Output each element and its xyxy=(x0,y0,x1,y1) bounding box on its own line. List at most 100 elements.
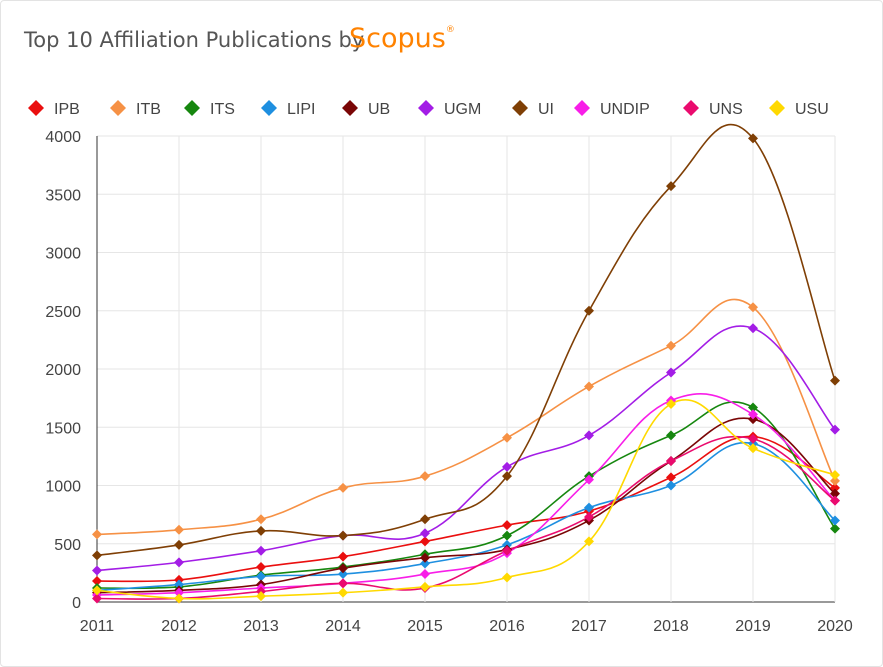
data-point-uns[interactable] xyxy=(830,495,840,506)
data-point-usu[interactable] xyxy=(256,591,266,602)
legend-item-ugm[interactable]: UGM xyxy=(418,100,481,118)
data-point-itb[interactable] xyxy=(174,524,184,535)
series-line-usu xyxy=(96,398,836,600)
data-point-ui[interactable] xyxy=(92,550,102,561)
data-point-ugm[interactable] xyxy=(92,565,102,576)
legend-label: USU xyxy=(795,101,829,118)
data-point-usu[interactable] xyxy=(174,593,184,604)
data-point-lipi[interactable] xyxy=(666,480,676,491)
data-point-its[interactable] xyxy=(748,402,758,413)
data-point-lipi[interactable] xyxy=(584,502,594,513)
legend-marker xyxy=(574,100,590,116)
legend-item-ipb[interactable]: IPB xyxy=(28,100,80,118)
data-point-uns[interactable] xyxy=(584,511,594,522)
data-point-ipb[interactable] xyxy=(92,576,102,587)
series-line-ub xyxy=(96,417,836,594)
data-point-ipb[interactable] xyxy=(338,551,348,562)
series-line-ui xyxy=(96,123,836,557)
scopus-logo-text: Scopus xyxy=(349,23,446,54)
legend-item-its[interactable]: ITS xyxy=(184,100,235,118)
data-point-itb[interactable] xyxy=(338,482,348,493)
y-tick-label: 3000 xyxy=(45,246,81,263)
legend-item-ub[interactable]: UB xyxy=(342,100,390,118)
data-point-usu[interactable] xyxy=(338,587,348,598)
data-point-lipi[interactable] xyxy=(830,515,840,526)
legend-item-uns[interactable]: UNS xyxy=(683,100,743,118)
legend-label: ITS xyxy=(210,101,235,118)
data-point-usu[interactable] xyxy=(502,572,512,583)
data-point-ui[interactable] xyxy=(830,375,840,386)
data-point-ui[interactable] xyxy=(666,181,676,192)
data-point-ugm[interactable] xyxy=(748,323,758,334)
data-point-itb[interactable] xyxy=(92,529,102,540)
data-point-uns[interactable] xyxy=(338,578,348,589)
series-markers xyxy=(92,133,840,604)
data-point-undip[interactable] xyxy=(420,569,430,580)
data-point-itb[interactable] xyxy=(420,471,430,482)
data-point-ugm[interactable] xyxy=(502,461,512,472)
y-tick-label: 2500 xyxy=(45,304,81,321)
data-point-ui[interactable] xyxy=(584,305,594,316)
data-point-ub[interactable] xyxy=(420,552,430,563)
data-point-itb[interactable] xyxy=(830,475,840,486)
data-point-uns[interactable] xyxy=(92,593,102,604)
data-point-undip[interactable] xyxy=(174,587,184,598)
data-point-itb[interactable] xyxy=(584,381,594,392)
series-lines xyxy=(96,123,836,600)
data-point-itb[interactable] xyxy=(502,432,512,443)
data-point-lipi[interactable] xyxy=(420,558,430,569)
data-point-undip[interactable] xyxy=(584,474,594,485)
data-point-usu[interactable] xyxy=(666,398,676,409)
y-axis: 0 500 1000 1500 2000 2500 3000 3500 4000 xyxy=(45,129,81,612)
data-point-ui[interactable] xyxy=(174,539,184,550)
data-point-ipb[interactable] xyxy=(666,472,676,483)
data-point-uns[interactable] xyxy=(666,456,676,467)
data-point-usu[interactable] xyxy=(584,536,594,547)
data-point-its[interactable] xyxy=(502,530,512,541)
data-point-its[interactable] xyxy=(830,523,840,534)
legend-label: IPB xyxy=(54,101,80,118)
data-point-uns[interactable] xyxy=(748,433,758,444)
legend-item-ui[interactable]: UI xyxy=(512,100,554,118)
data-point-ugm[interactable] xyxy=(174,557,184,568)
data-point-ipb[interactable] xyxy=(420,536,430,547)
data-point-ugm[interactable] xyxy=(256,545,266,556)
legend-label: UNS xyxy=(709,101,743,118)
data-point-itb[interactable] xyxy=(748,302,758,313)
data-point-ui[interactable] xyxy=(338,530,348,541)
legend-item-itb[interactable]: ITB xyxy=(110,100,161,118)
chart-legend: IPB ITB ITS LIPI UB UGM UI UNDIP UNS USU xyxy=(28,100,829,118)
data-point-lipi[interactable] xyxy=(338,569,348,580)
data-point-its[interactable] xyxy=(666,430,676,441)
data-point-itb[interactable] xyxy=(666,340,676,351)
data-point-ub[interactable] xyxy=(338,563,348,574)
data-point-ugm[interactable] xyxy=(584,430,594,441)
data-point-itb[interactable] xyxy=(256,514,266,525)
y-tick-label: 1000 xyxy=(45,479,81,496)
data-point-ipb[interactable] xyxy=(502,520,512,531)
data-point-ipb[interactable] xyxy=(830,482,840,493)
data-point-ui[interactable] xyxy=(256,525,266,536)
legend-marker xyxy=(184,100,200,116)
data-point-lipi[interactable] xyxy=(174,579,184,590)
x-tick-label: 2015 xyxy=(407,618,443,635)
data-point-ui[interactable] xyxy=(420,514,430,525)
data-point-ipb[interactable] xyxy=(256,562,266,573)
data-point-lipi[interactable] xyxy=(256,571,266,582)
data-point-usu[interactable] xyxy=(420,581,430,592)
data-point-ui[interactable] xyxy=(502,471,512,482)
data-point-ugm[interactable] xyxy=(830,424,840,435)
data-point-ugm[interactable] xyxy=(420,528,430,539)
data-point-undip[interactable] xyxy=(748,409,758,420)
data-point-uns[interactable] xyxy=(502,545,512,556)
data-point-ugm[interactable] xyxy=(666,367,676,378)
legend-item-undip[interactable]: UNDIP xyxy=(574,100,650,118)
data-point-ui[interactable] xyxy=(748,133,758,144)
legend-item-usu[interactable]: USU xyxy=(769,100,829,118)
y-tick-label: 3500 xyxy=(45,187,81,204)
data-point-usu[interactable] xyxy=(748,443,758,454)
data-point-usu[interactable] xyxy=(830,470,840,481)
data-point-ub[interactable] xyxy=(830,488,840,499)
legend-item-lipi[interactable]: LIPI xyxy=(261,100,315,118)
data-point-usu[interactable] xyxy=(92,585,102,596)
